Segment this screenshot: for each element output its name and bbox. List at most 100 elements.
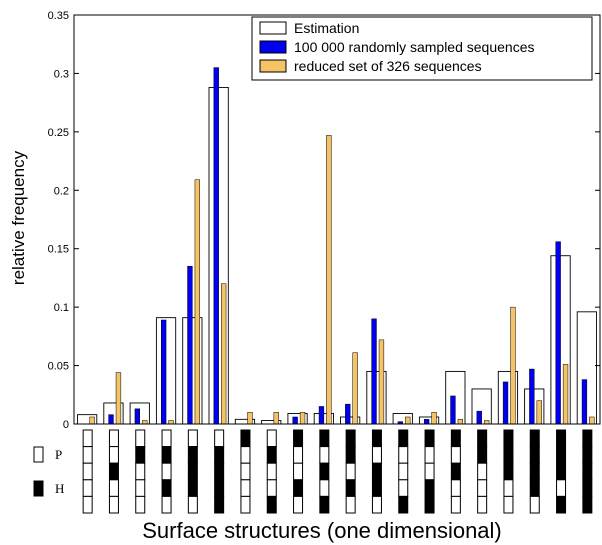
bar-random-sample bbox=[555, 241, 561, 425]
cell-p bbox=[82, 462, 93, 481]
cell-p bbox=[398, 462, 409, 481]
cell-h bbox=[371, 479, 382, 497]
key-h-label: H bbox=[55, 481, 64, 496]
cell-p bbox=[135, 495, 146, 514]
cell-h bbox=[135, 446, 146, 464]
structure-column bbox=[214, 429, 225, 514]
bar-reduced-set bbox=[221, 283, 227, 425]
bar-random-sample bbox=[345, 403, 351, 425]
structure-column bbox=[108, 429, 119, 514]
bar-reduced-set bbox=[589, 416, 595, 425]
cell-h bbox=[214, 479, 225, 497]
structure-column bbox=[319, 429, 330, 514]
y-tick-label: 0.25 bbox=[48, 127, 69, 139]
bar-random-sample bbox=[424, 419, 430, 425]
cell-p bbox=[398, 479, 409, 497]
cell-h bbox=[293, 479, 304, 497]
cell-p bbox=[293, 462, 304, 481]
cell-p bbox=[214, 429, 225, 448]
cell-p bbox=[135, 462, 146, 481]
cell-p bbox=[424, 446, 435, 464]
cell-h bbox=[187, 446, 198, 464]
cell-h bbox=[582, 429, 593, 448]
bar-reduced-set bbox=[378, 339, 385, 425]
cell-h bbox=[398, 429, 409, 448]
bar-random-sample bbox=[502, 381, 509, 425]
bar-random-sample bbox=[213, 67, 219, 425]
cell-h bbox=[450, 462, 461, 481]
cell-p bbox=[345, 495, 356, 514]
bar-random-sample bbox=[134, 408, 140, 425]
cell-h bbox=[266, 446, 277, 464]
cell-p bbox=[266, 429, 277, 448]
structure-column bbox=[266, 429, 277, 514]
cell-h bbox=[477, 446, 488, 464]
y-tick-label: 0 bbox=[63, 419, 69, 431]
cell-h bbox=[214, 446, 225, 464]
cell-h bbox=[556, 495, 567, 514]
cell-p bbox=[135, 429, 146, 448]
structure-column bbox=[240, 429, 251, 514]
y-tick-label: 0.3 bbox=[54, 68, 69, 80]
structure-column bbox=[135, 429, 146, 514]
cell-h bbox=[582, 479, 593, 497]
cell-h bbox=[582, 462, 593, 481]
cell-h bbox=[187, 479, 198, 497]
bar-reduced-set bbox=[194, 179, 200, 425]
legend-swatch bbox=[259, 21, 287, 35]
cell-p bbox=[161, 462, 172, 481]
structure-column bbox=[450, 429, 461, 514]
legend: Estimation 100 000 randomly sampled seque… bbox=[251, 16, 593, 81]
legend-entry-label: reduced set of 326 sequences bbox=[294, 58, 482, 74]
cell-h bbox=[371, 429, 382, 448]
bar-reduced-set bbox=[247, 412, 253, 425]
y-axis-label: relative frequency bbox=[9, 150, 28, 285]
cell-h bbox=[214, 495, 225, 514]
structure-column bbox=[582, 429, 593, 514]
bar-random-sample bbox=[161, 319, 167, 425]
cell-h bbox=[187, 462, 198, 481]
cell-h bbox=[319, 495, 330, 514]
cell-p bbox=[319, 446, 330, 464]
legend-box bbox=[251, 16, 593, 81]
cell-p bbox=[82, 446, 93, 464]
cell-p bbox=[187, 429, 198, 448]
bar-random-sample bbox=[371, 318, 377, 425]
cell-h bbox=[240, 429, 251, 448]
cell-h bbox=[582, 495, 593, 514]
bar-random-sample bbox=[476, 410, 482, 425]
cell-h bbox=[424, 479, 435, 497]
structure-column bbox=[371, 429, 382, 514]
cell-p bbox=[108, 446, 119, 464]
bar-random-sample bbox=[581, 379, 588, 425]
bar-random-sample bbox=[450, 395, 456, 425]
bar-reduced-set bbox=[89, 416, 95, 425]
cell-p bbox=[345, 462, 356, 481]
bar-reduced-set bbox=[536, 400, 542, 425]
bar-random-sample bbox=[108, 414, 114, 425]
cell-p bbox=[371, 446, 382, 464]
cell-p bbox=[240, 479, 251, 497]
legend-entry-label: 100 000 randomly sampled sequences bbox=[294, 39, 535, 55]
cell-h bbox=[556, 429, 567, 448]
cell-h bbox=[424, 429, 435, 448]
y-tick-label: 0.2 bbox=[54, 185, 69, 197]
cell-h bbox=[556, 462, 567, 481]
key-p-label: P bbox=[55, 447, 62, 462]
cell-h bbox=[161, 479, 172, 497]
cell-p bbox=[529, 495, 540, 514]
plot-frame bbox=[73, 14, 601, 425]
axes-layer: 0 0.05 0.1 0.15 0.2 0.25 0.3 0.35 bbox=[48, 10, 601, 431]
cell-h bbox=[108, 462, 119, 481]
legend-swatch bbox=[259, 59, 287, 73]
cell-p bbox=[82, 429, 93, 448]
cell-p bbox=[82, 479, 93, 497]
cell-h bbox=[293, 429, 304, 448]
y-tick-label: 0.15 bbox=[48, 244, 69, 256]
y-tick-label: 0.05 bbox=[48, 361, 69, 373]
legend-swatch bbox=[259, 40, 287, 54]
cell-p bbox=[503, 479, 514, 497]
cell-h bbox=[450, 429, 461, 448]
cell-h bbox=[345, 446, 356, 464]
cell-p bbox=[319, 479, 330, 497]
